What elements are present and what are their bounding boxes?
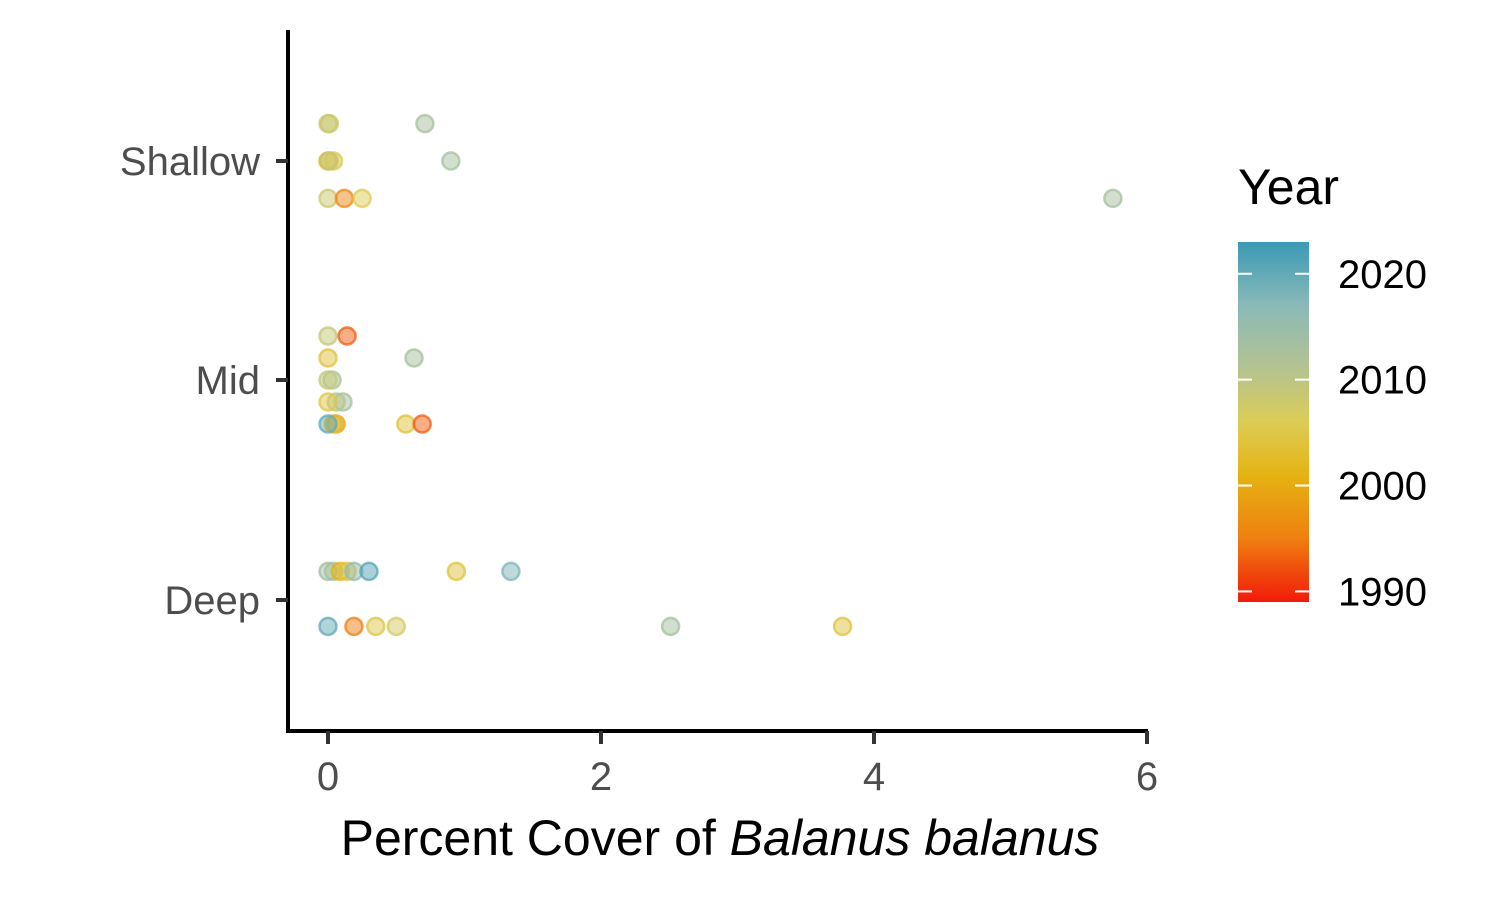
data-point: [386, 616, 406, 637]
legend-label: 2000: [1338, 465, 1427, 509]
x-axis-title-species: Balanus balanus: [730, 810, 1100, 866]
legend: Year 2020 2010 2000 1990: [1238, 159, 1427, 614]
y-tick-label: Shallow: [120, 140, 260, 184]
x-tick-label: 6: [1136, 755, 1158, 799]
data-point: [501, 561, 521, 582]
data-point: [318, 392, 338, 412]
data-point: [352, 188, 372, 209]
data-point: [660, 616, 681, 637]
data-point: [318, 348, 338, 368]
legend-ticks: 2020 2010 2000 1990: [1238, 253, 1427, 614]
data-points: [318, 113, 1123, 637]
data-point: [404, 348, 424, 368]
data-point: [319, 113, 340, 134]
data-point: [337, 326, 357, 346]
data-point: [344, 616, 364, 637]
x-axis-title-prefix: Percent Cover of: [341, 810, 730, 866]
x-tick-label: 2: [590, 755, 612, 799]
data-point: [334, 188, 355, 209]
x-axis-title: Percent Cover of Balanus balanus: [341, 810, 1100, 866]
data-point: [832, 616, 853, 637]
data-point: [415, 113, 435, 134]
data-point: [1103, 188, 1123, 209]
data-point: [318, 414, 338, 434]
x-tick-label: 0: [317, 755, 339, 799]
data-point: [441, 151, 461, 171]
y-tick-label: Deep: [164, 579, 260, 623]
y-tick-label: Mid: [196, 359, 260, 403]
legend-colorbar: [1238, 242, 1309, 602]
data-point: [318, 370, 338, 390]
data-point: [396, 414, 416, 434]
legend-label: 2010: [1338, 359, 1427, 403]
data-point: [318, 188, 338, 209]
data-point: [446, 561, 467, 582]
data-point: [412, 414, 432, 434]
legend-label: 1990: [1338, 570, 1427, 614]
y-axis-ticks: Shallow Mid Deep: [120, 140, 288, 623]
x-tick-label: 4: [863, 755, 885, 799]
data-point: [359, 561, 379, 582]
data-point: [366, 616, 386, 637]
legend-label: 2020: [1338, 253, 1427, 297]
legend-title: Year: [1238, 159, 1339, 215]
data-point: [318, 616, 338, 637]
x-axis-ticks: 0 2 4 6: [317, 731, 1158, 799]
data-point: [319, 151, 340, 171]
data-point: [318, 326, 338, 346]
